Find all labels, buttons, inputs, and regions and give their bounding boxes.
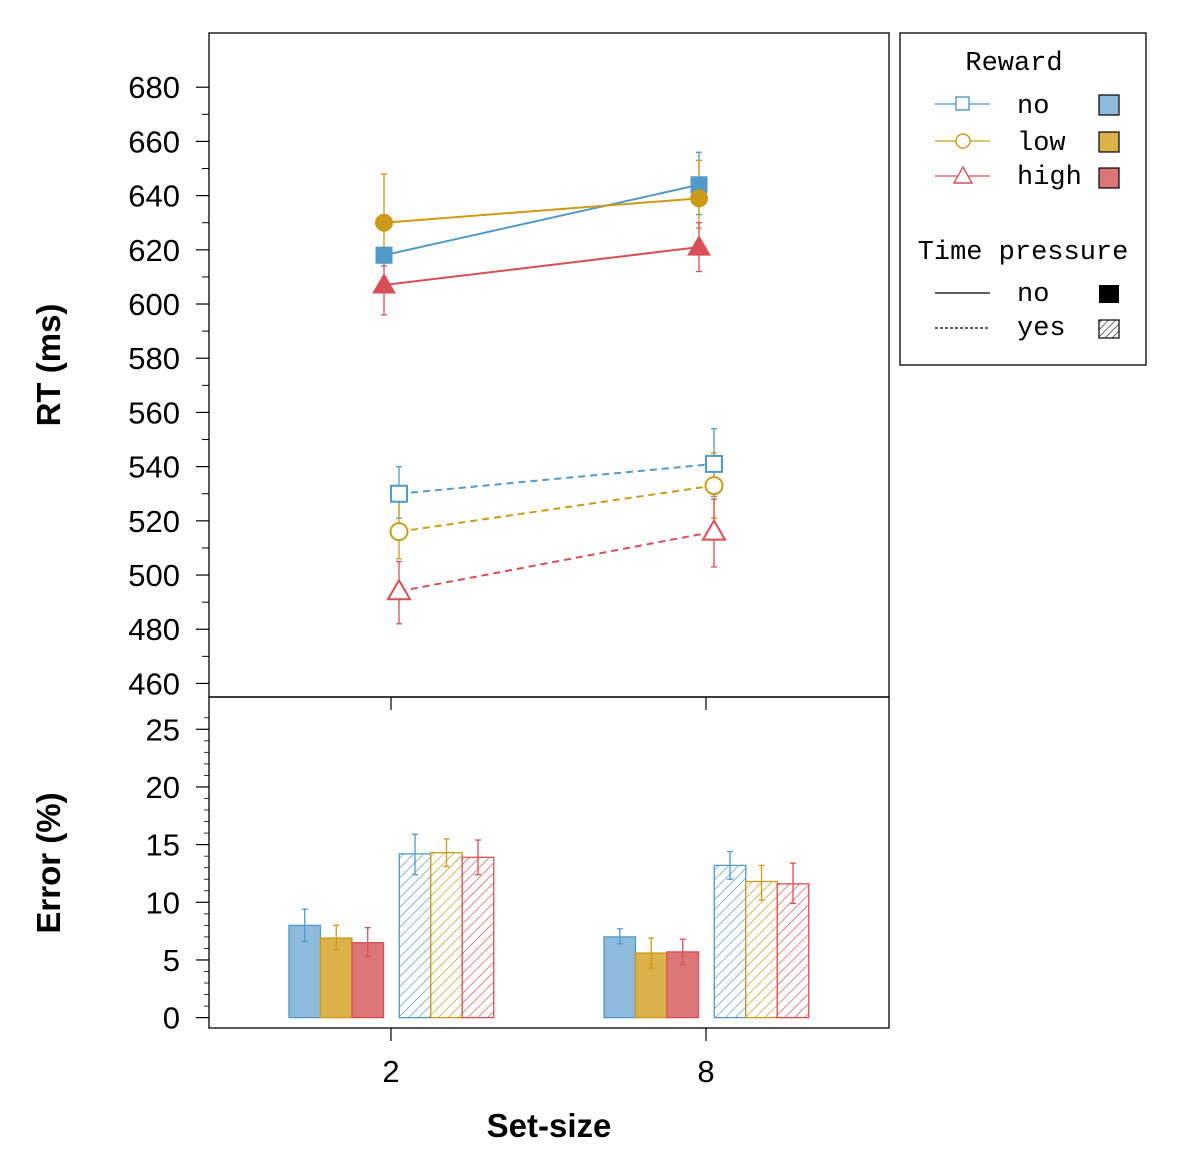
legend-pressure-yes-label: yes — [1017, 314, 1066, 344]
rt-y-tick-label: 500 — [128, 558, 180, 593]
x-tick-label: 2 — [382, 1054, 399, 1089]
rt-y-tick-label: 540 — [128, 450, 180, 485]
error-y-tick-label: 10 — [146, 885, 180, 920]
error-bar-low-nopressure — [319, 937, 353, 1019]
rt-y-axis: 460 480 500 520 540 560 580 600 620 640 660 680 — [128, 70, 209, 701]
legend-reward-title: Reward — [965, 49, 1062, 79]
rt-point-no-pressure — [705, 454, 723, 473]
legend-square-icon — [955, 96, 970, 111]
rt-series-line-low-nopressure — [383, 197, 700, 224]
legend-high-fill-swatch — [1098, 167, 1120, 189]
error-whiskers — [301, 833, 796, 969]
rt-series-line-no-nopressure — [383, 183, 700, 257]
error-y-tick-label: 25 — [146, 712, 180, 747]
rt-series-lines — [383, 183, 715, 593]
rt-point-low-nopressure — [690, 189, 708, 208]
rt-series-line-high-nopressure — [383, 246, 700, 287]
rt-point-low-pressure — [704, 476, 724, 496]
legend-reward-no-label: no — [1017, 92, 1049, 122]
legend-low-fill-swatch — [1098, 131, 1120, 153]
rt-y-tick-label: 600 — [128, 287, 180, 322]
legend-box — [899, 32, 1147, 366]
error-y-tick-label: 0 — [163, 1001, 180, 1036]
rt-y-tick-label: 660 — [128, 124, 180, 159]
legend-pressure-title: Time pressure — [918, 238, 1129, 268]
rt-y-tick-label: 460 — [128, 666, 180, 701]
rt-y-tick-label: 580 — [128, 341, 180, 376]
rt-y-tick-label: 620 — [128, 233, 180, 268]
error-bar-low-pressure — [745, 880, 778, 1019]
rt-series-line-no-pressure — [398, 462, 715, 495]
legend-reward-low-label: low — [1017, 129, 1066, 159]
rt-point-high-pressure — [701, 518, 727, 541]
rt-error-bars — [381, 151, 717, 625]
rt-point-high-nopressure — [687, 235, 711, 256]
rt-y-axis-title: RT (ms) — [30, 304, 67, 427]
error-y-axis: 0 5 10 15 20 25 — [146, 712, 209, 1036]
rt-panel: 460 480 500 520 540 560 580 600 620 640 660 680 RT … — [30, 32, 890, 701]
error-y-tick-label: 5 — [163, 943, 180, 978]
rt-y-tick-label: 640 — [128, 179, 180, 214]
error-bar-no-nopressure — [603, 936, 637, 1019]
rt-plot-frame — [208, 32, 890, 698]
rt-markers — [372, 176, 727, 601]
rt-point-low-pressure — [389, 522, 409, 542]
legend-circle-icon — [955, 133, 971, 149]
rt-y-tick-label: 520 — [128, 504, 180, 539]
legend-pressure-no-label: no — [1017, 280, 1049, 310]
x-tick-label: 8 — [697, 1054, 714, 1089]
error-y-axis-title: Error (%) — [30, 792, 67, 933]
error-y-tick-label: 20 — [146, 770, 180, 805]
legend: Reward no low high Time pressure no yes — [899, 32, 1147, 366]
error-bars — [288, 852, 810, 1019]
rt-y-tick-label: 560 — [128, 395, 180, 430]
rt-point-no-pressure — [390, 484, 408, 503]
error-bar-low-pressure — [430, 852, 463, 1019]
rt-y-tick-label: 480 — [128, 612, 180, 647]
error-bar-no-pressure — [398, 853, 432, 1019]
rt-y-tick-label: 680 — [128, 70, 180, 105]
legend-triangle-icon — [952, 165, 974, 184]
x-axis-title: Set-size — [487, 1107, 612, 1144]
rt-point-high-nopressure — [372, 273, 396, 294]
rt-point-high-pressure — [386, 578, 412, 601]
error-y-tick-label: 15 — [146, 828, 180, 863]
legend-reward-high-label: high — [1017, 163, 1082, 193]
rt-point-no-nopressure — [375, 246, 393, 264]
error-bar-no-pressure — [713, 864, 747, 1019]
error-bar-high-pressure — [461, 856, 495, 1019]
rt-series-line-low-pressure — [398, 484, 715, 533]
rt-point-low-nopressure — [375, 213, 393, 232]
rt-series-line-high-pressure — [398, 530, 715, 593]
legend-solid-swatch — [1099, 285, 1119, 303]
legend-hatched-swatch — [1098, 319, 1120, 339]
legend-no-fill-swatch — [1098, 94, 1120, 116]
error-plot-frame — [208, 696, 890, 1029]
